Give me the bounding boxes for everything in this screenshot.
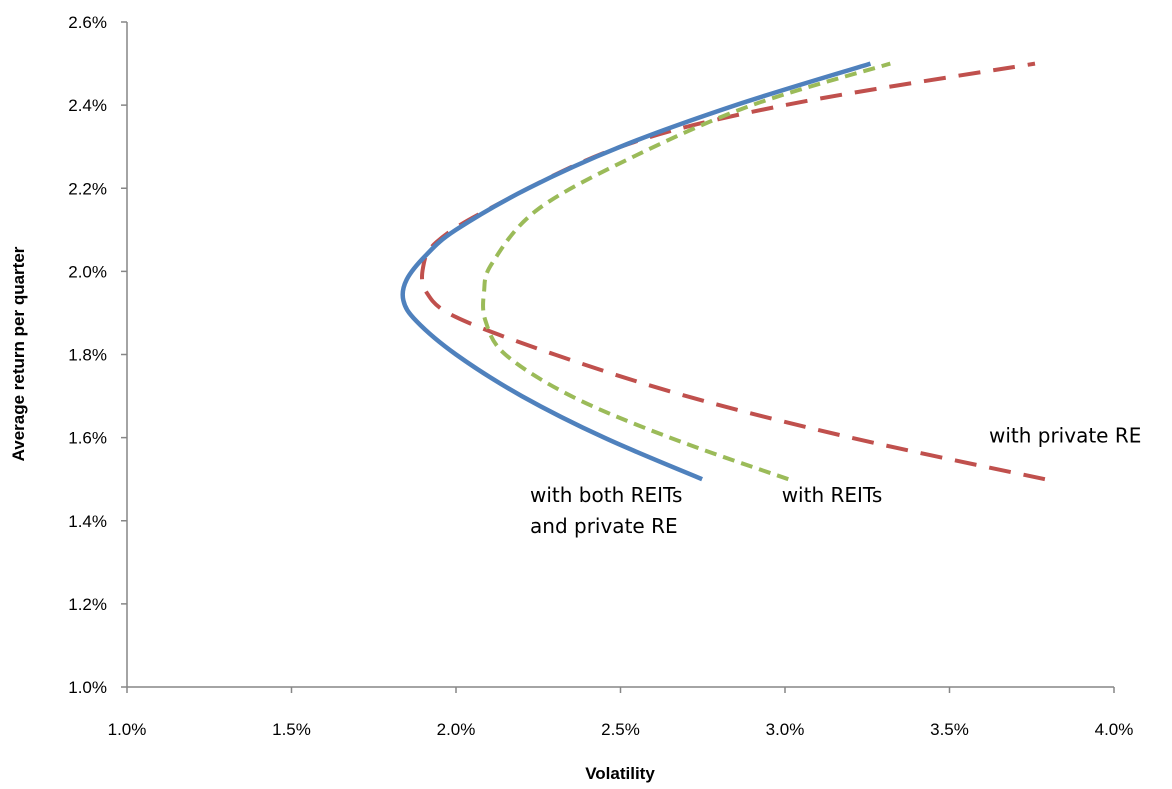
x-tick-label: 2.5%	[601, 720, 640, 739]
annotation-label: with both REITs and private RE	[530, 483, 682, 538]
x-tick-label: 3.5%	[930, 720, 969, 739]
series-line-both	[400, 61, 872, 482]
annotation-line: with both REITs	[530, 483, 682, 507]
y-tick-label: 2.6%	[68, 13, 107, 32]
annotations: with both REITs and private RE with REITs w…	[530, 424, 1141, 538]
annotation-line: and private RE	[530, 514, 678, 538]
y-tick-label: 1.4%	[68, 512, 107, 531]
x-tick-label: 4.0%	[1095, 720, 1134, 739]
y-tick-label: 1.8%	[68, 346, 107, 365]
y-tick-label: 1.2%	[68, 595, 107, 614]
annotation-label: with REITs	[782, 483, 883, 507]
x-axis-title: Volatility	[585, 764, 655, 783]
x-tick-label: 2.0%	[437, 720, 476, 739]
axes: 1.0% 1.2% 1.4% 1.6% 1.8% 2.0% 2.2% 2.4% 2.6% 1.0%…	[68, 13, 1133, 739]
series-group	[400, 61, 1046, 482]
annotation-line: with private RE	[989, 424, 1141, 448]
series-line-reits	[481, 61, 891, 482]
y-tick-label: 2.4%	[68, 96, 107, 115]
x-tick-label: 3.0%	[766, 720, 805, 739]
annotation-line: with REITs	[782, 483, 883, 507]
y-tick-label: 1.0%	[68, 678, 107, 697]
y-axis-title: Average return per quarter	[9, 246, 28, 461]
x-tick-label: 1.0%	[108, 720, 147, 739]
y-tick-label: 2.0%	[68, 262, 107, 281]
x-tick-label: 1.5%	[272, 720, 311, 739]
annotation-label: with private RE	[989, 424, 1141, 448]
series-line-private	[419, 61, 1046, 482]
y-tick-label: 1.6%	[68, 429, 107, 448]
y-tick-label: 2.2%	[68, 179, 107, 198]
